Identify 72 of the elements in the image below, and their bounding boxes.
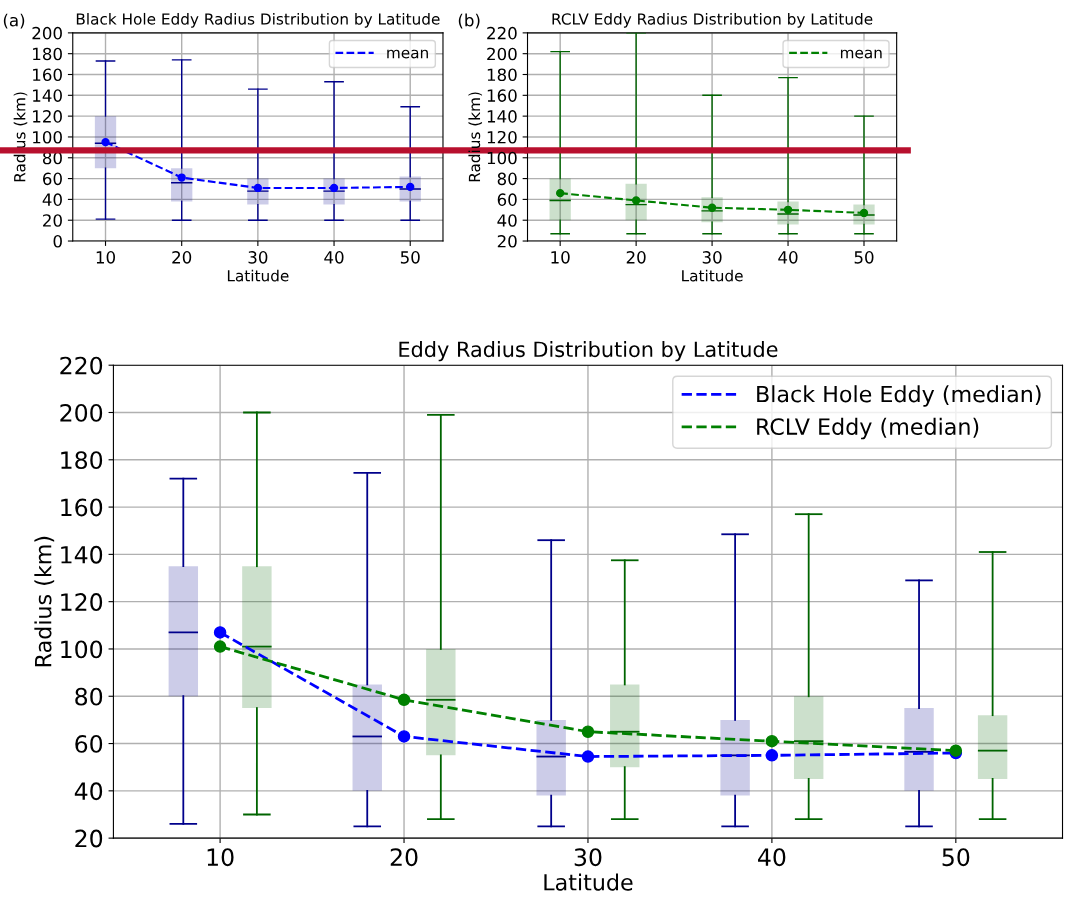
x-tick-label: 10 <box>96 251 116 264</box>
y-tick-label: 80 <box>75 687 103 706</box>
legend-label: RCLV Eddy (median) <box>757 417 979 440</box>
y-tick-label: 220 <box>60 356 103 375</box>
y-axis-title: Radius (km) <box>34 536 55 667</box>
y-tick-label: 140 <box>33 89 62 102</box>
y-tick-label: 180 <box>61 451 103 470</box>
x-tick-label: 10 <box>551 251 570 264</box>
x-axis-title: Latitude <box>227 269 289 282</box>
y-tick-label: 200 <box>60 403 103 422</box>
x-tick-label: 50 <box>854 251 874 264</box>
y-tick-label: 100 <box>487 151 517 165</box>
y-tick-label: 200 <box>32 26 62 40</box>
point <box>213 626 227 639</box>
y-tick-label: 220 <box>487 26 517 40</box>
text: (a) <box>3 13 25 29</box>
y-tick-label: 180 <box>487 68 517 82</box>
point <box>101 137 110 147</box>
y-tick-label: 140 <box>61 545 103 564</box>
x-tick-label: 30 <box>574 848 602 867</box>
x-axis-title: Latitude <box>544 873 633 891</box>
chart-title: Black Hole Eddy Radius Distribution by Latitude <box>76 12 440 28</box>
x-tick-label: 20 <box>626 251 646 264</box>
y-tick-label: 20 <box>75 829 103 848</box>
point <box>765 749 779 762</box>
point <box>397 693 411 707</box>
legend-label: Black Hole Eddy (median) <box>757 385 1041 407</box>
x-tick-label: 40 <box>778 251 798 264</box>
y-tick-label: 60 <box>75 734 103 753</box>
y-tick-label: 160 <box>487 89 517 102</box>
y-tick-label: 100 <box>33 130 62 144</box>
y-tick-label: 180 <box>33 47 62 61</box>
y-tick-label: 20 <box>43 214 62 227</box>
x-tick-label: 30 <box>248 251 268 264</box>
point <box>765 734 779 748</box>
y-tick-label: 140 <box>487 110 517 123</box>
x-tick-label: 50 <box>400 251 420 264</box>
y-tick-label: 120 <box>33 110 62 123</box>
y-tick-label: 60 <box>42 172 62 186</box>
y-tick-label: 120 <box>487 130 517 144</box>
y-tick-label: 80 <box>497 172 517 186</box>
point <box>556 188 565 198</box>
x-tick-label: 30 <box>702 251 722 264</box>
y-tick-label: 20 <box>497 234 517 248</box>
legend-label: mean <box>387 49 428 59</box>
legend-label: mean <box>840 49 882 59</box>
x-tick-label: 10 <box>207 848 234 867</box>
y-tick-label: 160 <box>61 498 103 517</box>
y-tick-label: 40 <box>42 193 62 206</box>
x-tick-label: 20 <box>172 251 192 264</box>
x-tick-label: 50 <box>942 848 970 867</box>
point <box>581 725 595 738</box>
x-axis-title: Latitude <box>682 269 743 282</box>
text: (b) <box>458 13 480 29</box>
y-tick-label: 200 <box>487 47 517 61</box>
x-tick-label: 20 <box>390 848 418 867</box>
point <box>581 750 595 763</box>
x-tick-label: 40 <box>758 848 786 867</box>
y-axis-title: Radius (km) <box>468 92 483 182</box>
y-tick-label: 40 <box>497 214 517 227</box>
chart-title: RCLV Eddy Radius Distribution by Latitude <box>552 12 873 28</box>
y-tick-label: 160 <box>33 68 62 82</box>
y-tick-label: 40 <box>74 782 103 801</box>
y-tick-label: 60 <box>497 193 517 206</box>
y-tick-label: 120 <box>61 593 103 611</box>
y-tick-label: 0 <box>53 234 62 248</box>
chart-title: Eddy Radius Distribution by Latitude <box>399 341 778 362</box>
point <box>213 640 227 653</box>
point <box>177 173 186 182</box>
x-tick-label: 40 <box>324 251 344 264</box>
point <box>397 730 411 743</box>
y-tick-label: 100 <box>61 640 103 659</box>
